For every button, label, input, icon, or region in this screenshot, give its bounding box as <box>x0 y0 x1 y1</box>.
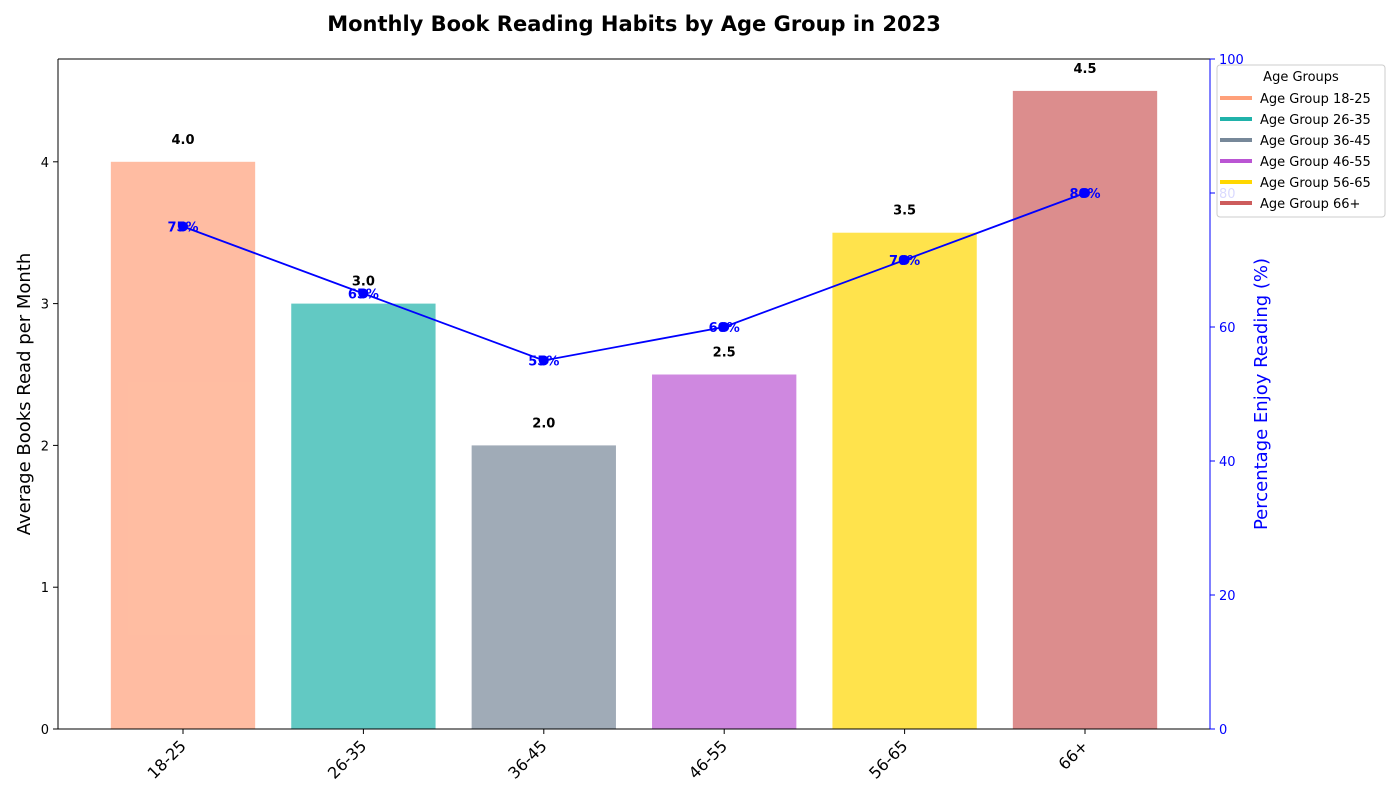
percentage-label: 70% <box>889 254 920 269</box>
percentage-point <box>899 255 910 265</box>
legend-entry: Age Group 26-35 <box>1260 113 1371 128</box>
percentage-point <box>1080 188 1090 198</box>
x-tick-label: 26-35 <box>324 736 370 782</box>
percentage-label: 75% <box>167 221 198 236</box>
percentage-label: 60% <box>709 321 740 336</box>
bar-value-label: 4.0 <box>171 133 194 148</box>
legend-entry: Age Group 46-55 <box>1260 155 1371 170</box>
x-tick-label: 66+ <box>1055 736 1092 773</box>
percentage-label: 55% <box>528 355 559 370</box>
percentage-line <box>182 192 1086 362</box>
legend-entry: Age Group 36-45 <box>1260 134 1371 149</box>
bar-18-25 <box>110 161 256 730</box>
percentage-point <box>358 288 369 299</box>
bar-26-35 <box>291 303 436 729</box>
legend-entry: Age Group 66+ <box>1260 197 1360 212</box>
line-layer: 75% 65% 55% 60% 70% 80% <box>167 187 1100 370</box>
percentage-point <box>178 221 188 232</box>
percentage-label: 65% <box>348 288 379 303</box>
chart-title: Monthly Book Reading Habits by Age Group… <box>327 12 941 36</box>
legend-box <box>1216 64 1386 218</box>
bar-46-55 <box>652 374 797 729</box>
bar-value-label: 4.5 <box>1073 62 1096 77</box>
bar-value-label: 3.5 <box>893 204 916 219</box>
percentage-label: 80% <box>1069 187 1100 202</box>
bar-56-65 <box>832 232 977 729</box>
x-tick-label: 18-25 <box>144 736 190 782</box>
legend: Age Groups Age Group 18-25 Age Group 26-35… <box>1216 64 1386 218</box>
legend-title: Age Groups <box>1263 70 1339 85</box>
y-tick-label: 1 <box>41 581 49 596</box>
bar-value-label: 2.0 <box>532 416 555 431</box>
legend-entry: Age Group 56-65 <box>1260 176 1371 191</box>
x-tick-label: 36-45 <box>504 736 550 782</box>
percentage-point <box>538 355 549 366</box>
y-right-tick-label: 20 <box>1219 589 1236 604</box>
y-tick-label: 3 <box>41 298 49 313</box>
legend-entry: Age Group 18-25 <box>1260 92 1371 107</box>
y-tick-label: 0 <box>41 723 49 738</box>
x-tick-label: 56-65 <box>865 736 911 782</box>
bar-value-label: 3.0 <box>352 275 375 290</box>
bar-36-45 <box>471 445 616 729</box>
y-axis-right-label: Percentage Enjoy Reading (%) <box>1251 258 1272 530</box>
y-axis-label: Average Books Read per Month <box>14 253 35 536</box>
y-tick-label: 2 <box>41 439 49 454</box>
y-right-tick-label: 100 <box>1219 53 1244 68</box>
y-right-tick-label: 60 <box>1219 321 1236 336</box>
y-right-tick-label: 0 <box>1219 723 1227 738</box>
bars-layer: 4.0 3.0 2.0 2.5 3.5 4.5 <box>110 62 1158 730</box>
x-tick-label: 46-55 <box>685 736 731 782</box>
bar-value-label: 2.5 <box>713 346 736 361</box>
percentage-point <box>719 322 730 332</box>
y-right-tick-label: 40 <box>1219 455 1236 470</box>
y-tick-label: 4 <box>41 156 49 171</box>
